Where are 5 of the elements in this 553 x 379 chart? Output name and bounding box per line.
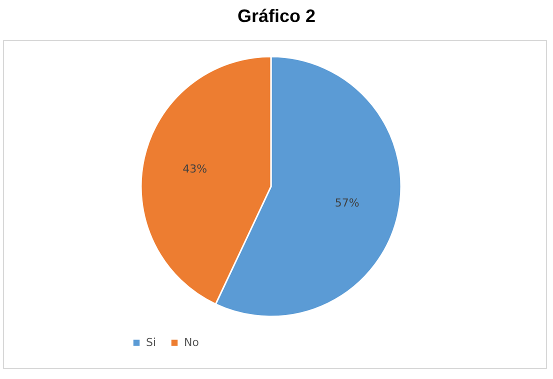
legend-label: Si — [146, 336, 156, 349]
data-label: 57% — [334, 196, 360, 210]
legend-label: No — [184, 336, 200, 349]
chart-title: Gráfico 2 — [236, 6, 317, 27]
data-label: 43% — [182, 162, 208, 176]
